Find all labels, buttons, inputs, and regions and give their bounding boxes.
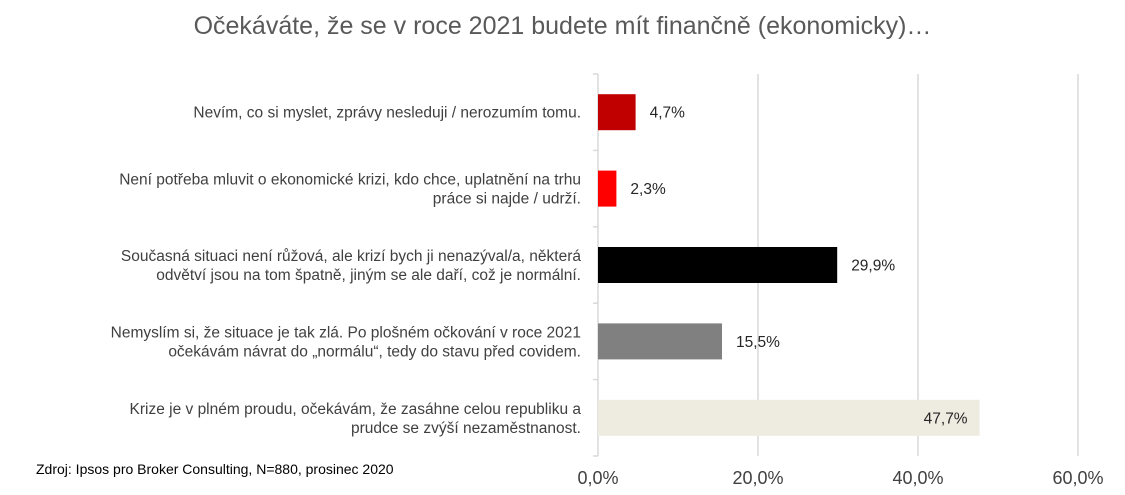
x-tick-label: 40,0% (892, 468, 943, 488)
x-axis-ticks: 0,0% 20,0% 40,0% 60,0% (577, 468, 1103, 488)
value-label: 47,7% (924, 410, 968, 427)
value-label: 4,7% (650, 105, 686, 122)
source-note: Zdroj: Ipsos pro Broker Consulting, N=88… (36, 461, 394, 477)
bar (598, 170, 617, 207)
x-tick-label: 20,0% (732, 468, 783, 488)
value-labels: 4,7% 2,3% 29,9% 15,5% 47,7% (630, 105, 967, 428)
category-label: Současná situaci není růžová, ale krizí … (121, 248, 581, 284)
bar (598, 94, 636, 131)
chart-title: Očekáváte, že se v roce 2021 budete mít … (193, 12, 932, 40)
category-label: Krize je v plném proudu, očekávám, že za… (130, 401, 582, 437)
value-label: 29,9% (851, 258, 895, 275)
bars (598, 94, 980, 436)
x-tick-label: 60,0% (1052, 468, 1103, 488)
category-label: Nemyslím si, že situace je tak zlá. Po p… (111, 324, 581, 360)
x-tick-label: 0,0% (577, 468, 618, 488)
bar (598, 323, 722, 360)
value-label: 15,5% (736, 334, 780, 351)
category-label: Nevím, co si myslet, zprávy nesleduji / … (193, 105, 581, 122)
category-labels: Nevím, co si myslet, zprávy nesleduji / … (111, 105, 582, 437)
bar (598, 399, 980, 436)
category-label: Není potřeba mluvit o ekonomické krizi, … (119, 172, 581, 208)
value-label: 2,3% (630, 181, 666, 198)
bar (598, 247, 838, 283)
